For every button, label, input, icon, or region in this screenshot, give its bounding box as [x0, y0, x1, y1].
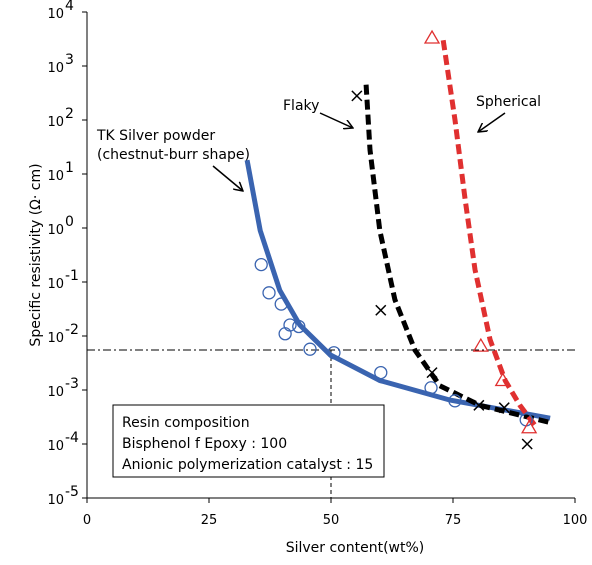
data-point — [278, 327, 292, 341]
y-tick-exponent: -5 — [65, 484, 79, 500]
box-text: Anionic polymerization catalyst : 15 — [122, 457, 373, 473]
x-tick-label: 100 — [563, 513, 588, 528]
y-tick-exponent: -1 — [65, 268, 79, 284]
x-tick-label: 75 — [445, 513, 462, 528]
data-point — [521, 438, 533, 450]
y-tick-exponent: 2 — [65, 106, 74, 122]
data-point — [423, 29, 441, 44]
data-point — [473, 399, 485, 411]
data-point — [292, 319, 306, 334]
x-tick-label: 50 — [323, 513, 340, 528]
data-point — [351, 90, 363, 102]
data-point — [374, 365, 388, 380]
y-tick-label: 10 — [47, 331, 64, 346]
data-point — [254, 257, 268, 272]
y-tick-exponent: -2 — [65, 322, 79, 338]
fit-curve — [363, 84, 551, 425]
y-tick-label: 10 — [47, 277, 64, 292]
data-point — [448, 394, 462, 408]
box-text: Resin composition — [122, 415, 250, 431]
box-text: Bisphenol f Epoxy : 100 — [122, 436, 287, 452]
data-point — [424, 381, 438, 395]
annotation: (chestnut-burr shape) — [97, 147, 250, 163]
x-tick-label: 25 — [201, 513, 218, 528]
data-point — [520, 419, 538, 434]
y-tick-exponent: -4 — [65, 430, 79, 446]
y-tick-label: 10 — [47, 7, 64, 22]
data-point — [494, 372, 511, 387]
y-tick-label: 10 — [47, 439, 64, 454]
annotation: Spherical — [476, 94, 541, 110]
y-tick-label: 10 — [47, 61, 64, 76]
y-tick-label: 10 — [47, 223, 64, 238]
data-point — [426, 367, 438, 379]
y-tick-label: 10 — [47, 169, 64, 184]
fit-curve — [244, 159, 551, 421]
y-tick-exponent: -3 — [65, 376, 79, 392]
data-point — [262, 286, 276, 300]
annotation: Flaky — [283, 98, 319, 114]
x-tick-label: 0 — [83, 513, 91, 528]
y-tick-label: 10 — [47, 115, 64, 130]
y-tick-exponent: 3 — [65, 52, 74, 68]
data-point — [472, 337, 489, 352]
data-point — [303, 342, 317, 356]
x-axis-label: Silver content(wt%) — [286, 540, 425, 556]
y-tick-exponent: 4 — [65, 0, 74, 14]
data-point — [274, 297, 288, 311]
arrow — [319, 112, 353, 128]
annotation: TK Silver powder — [96, 128, 215, 144]
fit-curve — [440, 39, 538, 427]
data-point — [375, 304, 387, 316]
data-point — [327, 346, 341, 360]
y-axis-label: Specific resistivity (Ω· cm) — [28, 163, 44, 346]
y-tick-exponent: 0 — [65, 214, 74, 230]
arrow — [478, 112, 506, 132]
arrow — [212, 165, 243, 191]
annotation-box — [112, 404, 385, 478]
data-point — [283, 318, 297, 332]
data-point — [498, 402, 510, 414]
y-tick-exponent: 1 — [65, 160, 74, 176]
y-tick-label: 10 — [47, 385, 64, 400]
y-tick-label: 10 — [47, 493, 64, 508]
